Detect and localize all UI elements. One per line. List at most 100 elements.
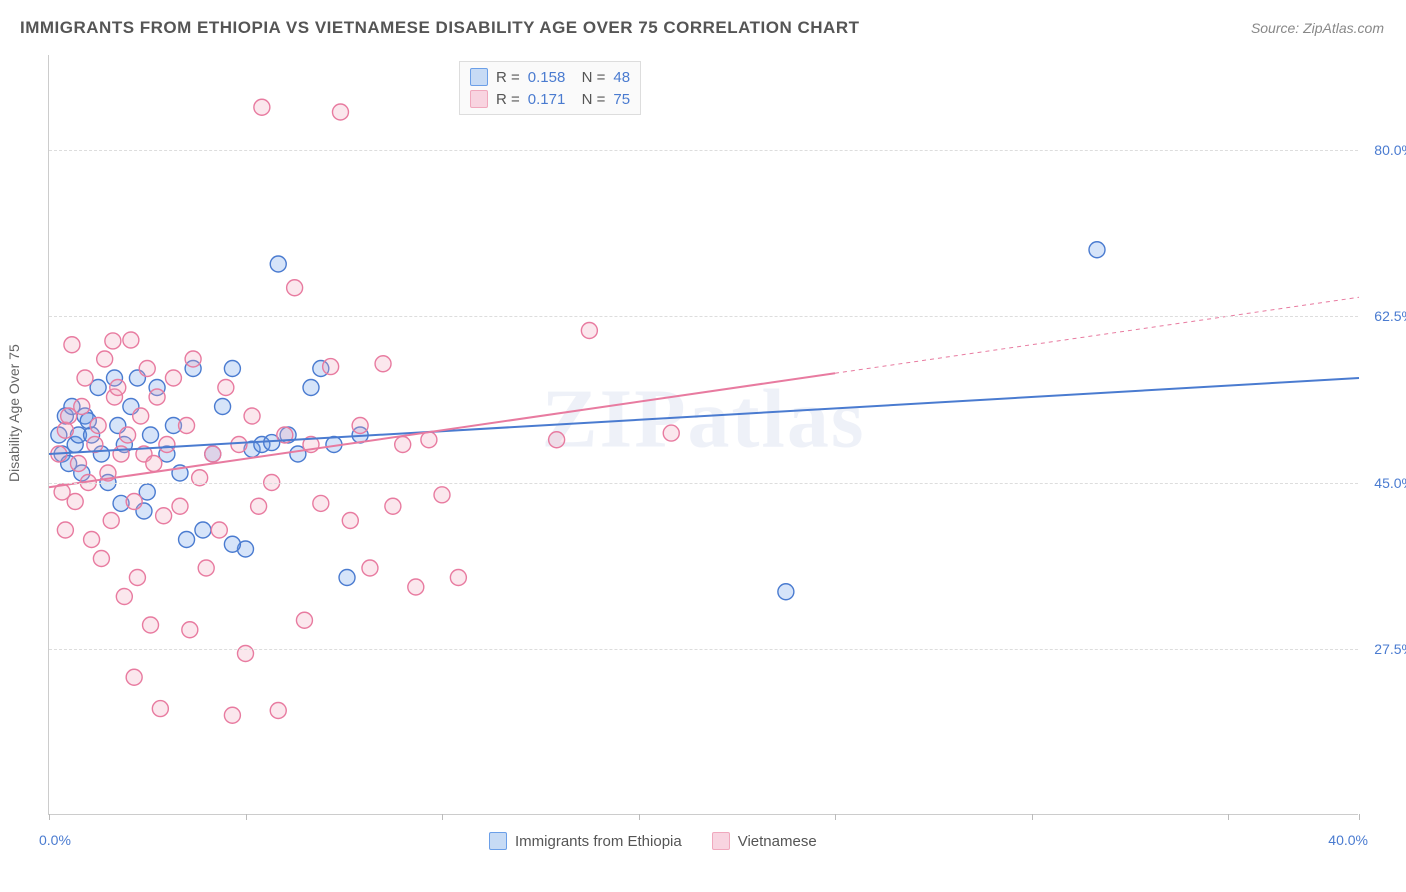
legend-n-label: N = [573, 69, 605, 86]
legend-r-label: R = [496, 69, 520, 86]
data-point [581, 323, 597, 339]
gridline [49, 483, 1358, 484]
legend-stat-row: R = 0.171 N = 75 [470, 88, 630, 110]
legend-n-value: 48 [613, 69, 630, 86]
ytick-label: 27.5% [1374, 641, 1406, 657]
data-point [1089, 242, 1105, 258]
data-point [143, 427, 159, 443]
trend-line-ext [835, 297, 1359, 373]
data-point [342, 513, 358, 529]
legend-label: Immigrants from Ethiopia [515, 833, 682, 850]
data-point [172, 498, 188, 514]
data-point [224, 707, 240, 723]
data-point [450, 570, 466, 586]
data-point [395, 437, 411, 453]
data-point [270, 256, 286, 272]
legend-n-label: N = [573, 91, 605, 108]
legend-swatch [489, 832, 507, 850]
plot-area: ZIPatlas R = 0.158 N = 48R = 0.171 N = 7… [48, 55, 1358, 815]
data-point [116, 589, 132, 605]
data-point [224, 361, 240, 377]
data-point [103, 513, 119, 529]
data-point [126, 494, 142, 510]
legend-swatch [470, 90, 488, 108]
legend-stat-row: R = 0.158 N = 48 [470, 66, 630, 88]
data-point [64, 337, 80, 353]
data-point [244, 408, 260, 424]
ytick-label: 45.0% [1374, 475, 1406, 491]
data-point [339, 570, 355, 586]
xtick [639, 814, 640, 820]
data-point [215, 399, 231, 415]
data-point [152, 701, 168, 717]
data-point [139, 361, 155, 377]
data-point [165, 370, 181, 386]
data-point [133, 408, 149, 424]
data-point [323, 359, 339, 375]
data-point [110, 380, 126, 396]
legend-r-value: 0.158 [528, 69, 566, 86]
data-point [408, 579, 424, 595]
data-point [362, 560, 378, 576]
data-point [185, 351, 201, 367]
data-point [195, 522, 211, 538]
xaxis-label-min: 0.0% [39, 832, 71, 848]
data-point [105, 333, 121, 349]
data-point [778, 584, 794, 600]
legend-stats: R = 0.158 N = 48R = 0.171 N = 75 [459, 61, 641, 115]
data-point [126, 669, 142, 685]
data-point [385, 498, 401, 514]
xtick [49, 814, 50, 820]
gridline [49, 649, 1358, 650]
data-point [93, 551, 109, 567]
xtick [1032, 814, 1033, 820]
data-point [198, 560, 214, 576]
data-point [218, 380, 234, 396]
data-point [146, 456, 162, 472]
data-point [434, 487, 450, 503]
data-point [375, 356, 391, 372]
xtick [1228, 814, 1229, 820]
ytick-label: 80.0% [1374, 142, 1406, 158]
data-point [251, 498, 267, 514]
legend-r-label: R = [496, 91, 520, 108]
data-point [549, 432, 565, 448]
xtick [442, 814, 443, 820]
data-point [421, 432, 437, 448]
legend-series: Immigrants from Ethiopia Vietnamese [489, 832, 817, 850]
data-point [129, 570, 145, 586]
data-point [179, 418, 195, 434]
source-label: Source: ZipAtlas.com [1251, 20, 1384, 36]
data-point [84, 532, 100, 548]
ytick-label: 62.5% [1374, 308, 1406, 324]
data-point [231, 437, 247, 453]
data-point [113, 446, 129, 462]
data-point [120, 427, 136, 443]
xtick [835, 814, 836, 820]
data-point [313, 495, 329, 511]
legend-r-value: 0.171 [528, 91, 566, 108]
data-point [663, 425, 679, 441]
data-point [287, 280, 303, 296]
data-point [224, 536, 240, 552]
legend-label: Vietnamese [738, 833, 817, 850]
data-point [352, 418, 368, 434]
data-point [159, 437, 175, 453]
data-point [303, 380, 319, 396]
chart-svg [49, 55, 1358, 814]
data-point [123, 332, 139, 348]
xtick [1359, 814, 1360, 820]
gridline [49, 316, 1358, 317]
data-point [270, 703, 286, 719]
data-point [67, 494, 83, 510]
data-point [143, 617, 159, 633]
data-point [70, 456, 86, 472]
chart-title: IMMIGRANTS FROM ETHIOPIA VS VIETNAMESE D… [20, 18, 860, 38]
legend-n-value: 75 [613, 91, 630, 108]
data-point [156, 508, 172, 524]
data-point [182, 622, 198, 638]
gridline [49, 150, 1358, 151]
data-point [57, 522, 73, 538]
data-point [205, 446, 221, 462]
legend-item: Vietnamese [712, 832, 817, 850]
